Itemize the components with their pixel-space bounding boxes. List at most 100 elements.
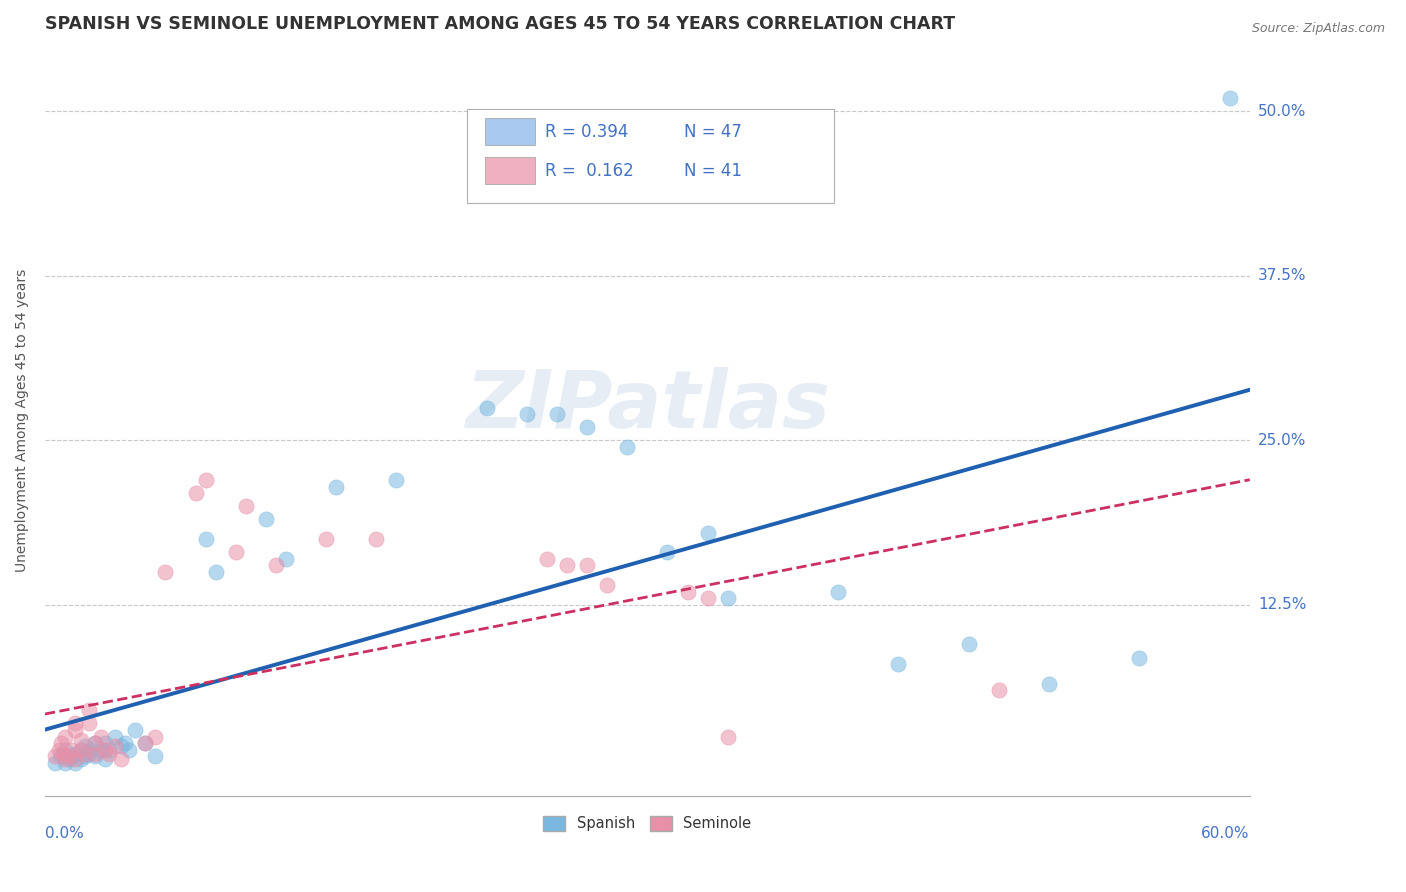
Point — [827, 584, 849, 599]
Point — [134, 736, 156, 750]
Point — [84, 747, 107, 761]
Point — [94, 742, 117, 756]
Point — [385, 473, 408, 487]
Point — [555, 558, 578, 573]
Point — [49, 749, 72, 764]
Point — [325, 479, 347, 493]
Point — [75, 747, 97, 761]
Point — [53, 742, 76, 756]
Point — [84, 736, 107, 750]
Point — [70, 742, 93, 756]
Point — [696, 591, 718, 606]
Point — [124, 723, 146, 737]
Point — [254, 512, 277, 526]
Point — [90, 730, 112, 744]
Point — [84, 749, 107, 764]
FancyBboxPatch shape — [485, 119, 536, 145]
Text: R =  0.162: R = 0.162 — [546, 162, 634, 180]
Point — [104, 739, 127, 753]
Point — [657, 545, 679, 559]
Point — [264, 558, 287, 573]
Text: R = 0.394: R = 0.394 — [546, 123, 628, 141]
Point — [58, 749, 80, 764]
Text: N = 41: N = 41 — [683, 162, 741, 180]
Point — [475, 401, 498, 415]
Point — [155, 565, 177, 579]
Point — [98, 742, 121, 756]
Point — [134, 736, 156, 750]
Point — [717, 591, 740, 606]
Legend: Spanish, Seminole: Spanish, Seminole — [537, 810, 758, 838]
Point — [184, 486, 207, 500]
Point — [60, 749, 83, 764]
Point — [70, 752, 93, 766]
Point — [63, 756, 86, 770]
Point — [84, 736, 107, 750]
Point — [44, 756, 66, 770]
Point — [235, 500, 257, 514]
Y-axis label: Unemployment Among Ages 45 to 54 years: Unemployment Among Ages 45 to 54 years — [15, 269, 30, 573]
Point — [1219, 91, 1241, 105]
Text: N = 47: N = 47 — [683, 123, 741, 141]
Point — [225, 545, 247, 559]
Point — [536, 552, 558, 566]
FancyBboxPatch shape — [467, 110, 834, 203]
Point — [114, 736, 136, 750]
Point — [696, 525, 718, 540]
Point — [194, 532, 217, 546]
Point — [118, 742, 141, 756]
Point — [60, 742, 83, 756]
Text: SPANISH VS SEMINOLE UNEMPLOYMENT AMONG AGES 45 TO 54 YEARS CORRELATION CHART: SPANISH VS SEMINOLE UNEMPLOYMENT AMONG A… — [45, 15, 955, 33]
Point — [48, 742, 70, 756]
Point — [987, 683, 1010, 698]
Point — [98, 747, 121, 761]
Text: Source: ZipAtlas.com: Source: ZipAtlas.com — [1251, 22, 1385, 36]
Point — [49, 736, 72, 750]
Point — [53, 730, 76, 744]
Point — [75, 749, 97, 764]
Point — [80, 742, 103, 756]
Point — [70, 733, 93, 747]
Point — [110, 752, 132, 766]
Text: 25.0%: 25.0% — [1258, 433, 1306, 448]
Point — [63, 723, 86, 737]
Point — [194, 473, 217, 487]
FancyBboxPatch shape — [485, 157, 536, 185]
Point — [90, 742, 112, 756]
Point — [63, 752, 86, 766]
Point — [63, 747, 86, 761]
Point — [315, 532, 337, 546]
Point — [77, 716, 100, 731]
Point — [1128, 650, 1150, 665]
Text: 50.0%: 50.0% — [1258, 104, 1306, 119]
Text: ZIPatlas: ZIPatlas — [465, 367, 830, 445]
Point — [676, 584, 699, 599]
Point — [77, 703, 100, 717]
Point — [63, 716, 86, 731]
Point — [77, 747, 100, 761]
Point — [887, 657, 910, 672]
Point — [53, 756, 76, 770]
Point — [70, 742, 93, 756]
Point — [717, 730, 740, 744]
Point — [58, 752, 80, 766]
Point — [52, 747, 75, 761]
Point — [145, 749, 167, 764]
Point — [274, 552, 297, 566]
Point — [1038, 677, 1060, 691]
Text: 0.0%: 0.0% — [45, 826, 84, 841]
Point — [94, 736, 117, 750]
Text: 12.5%: 12.5% — [1258, 598, 1306, 613]
Point — [616, 440, 638, 454]
Point — [53, 752, 76, 766]
Point — [546, 407, 568, 421]
Point — [104, 730, 127, 744]
Text: 60.0%: 60.0% — [1201, 826, 1250, 841]
Point — [596, 578, 619, 592]
Point — [576, 420, 599, 434]
Point — [957, 637, 980, 651]
Point — [75, 739, 97, 753]
Point — [145, 730, 167, 744]
Point — [44, 749, 66, 764]
Point — [110, 739, 132, 753]
